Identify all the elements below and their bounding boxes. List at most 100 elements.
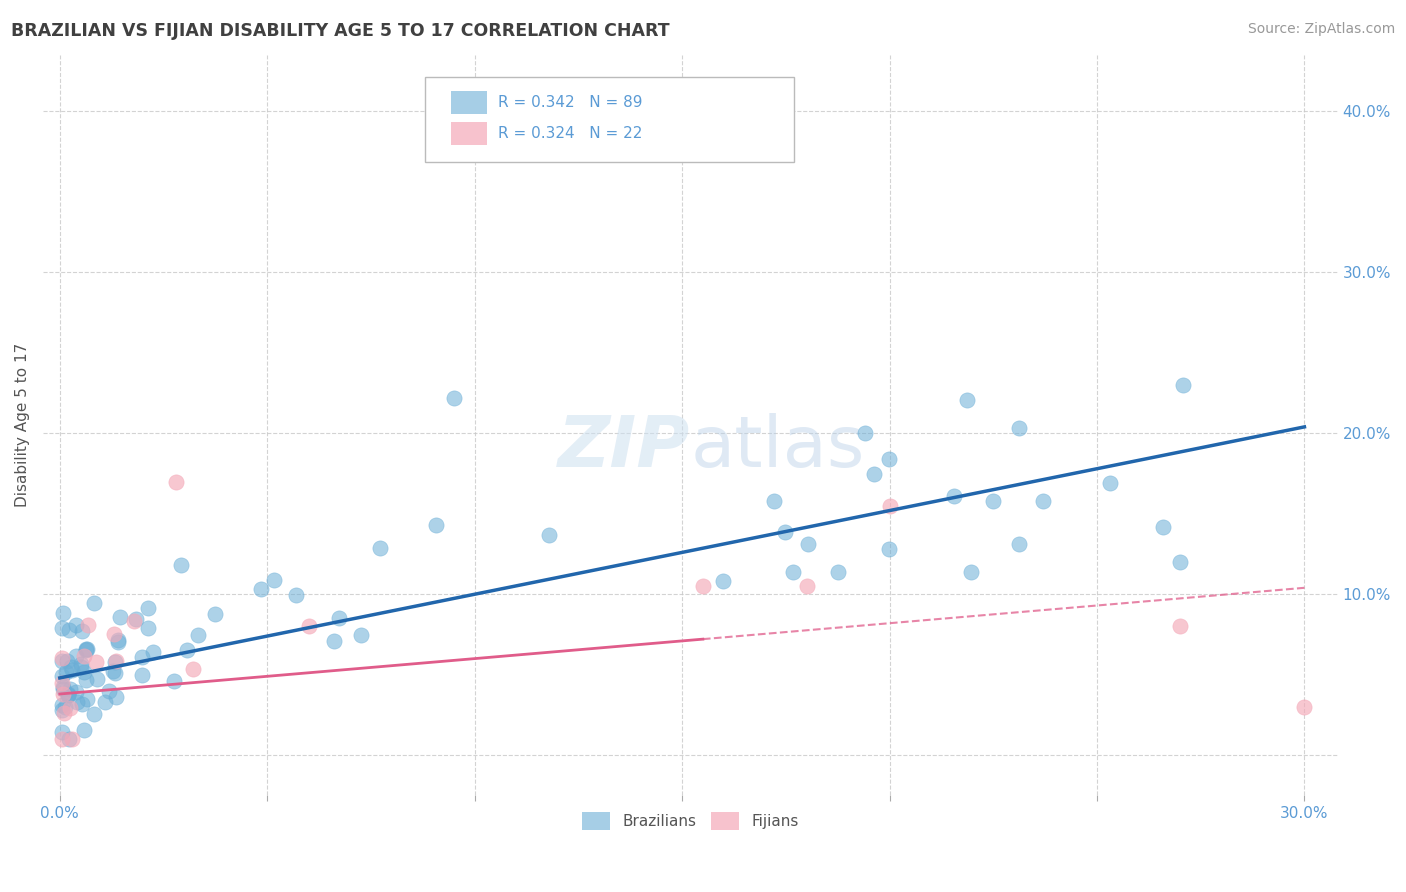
Point: [97, 684, 120, 698]
Point: [425, 518, 447, 533]
Point: [58, 732, 80, 747]
Point: [763, 494, 786, 508]
Point: [86, 672, 108, 686]
Point: [187, 628, 209, 642]
Point: [51, 654, 73, 668]
Point: [537, 527, 560, 541]
Point: [94, 695, 117, 709]
FancyBboxPatch shape: [451, 91, 488, 114]
Point: [692, 579, 714, 593]
FancyBboxPatch shape: [451, 122, 488, 145]
Point: [53, 706, 76, 720]
Point: [65, 618, 87, 632]
Point: [51, 651, 73, 665]
Point: [163, 673, 186, 688]
Point: [1168, 555, 1191, 569]
Point: [56, 654, 79, 668]
Point: [73, 648, 96, 663]
Point: [136, 601, 159, 615]
Point: [350, 628, 373, 642]
Point: [775, 524, 797, 539]
Point: [323, 634, 346, 648]
Point: [204, 607, 226, 621]
Point: [328, 610, 350, 624]
Point: [51, 725, 73, 739]
Point: [103, 665, 125, 680]
Point: [70, 624, 93, 638]
Point: [107, 635, 129, 649]
Point: [131, 650, 153, 665]
Point: [56, 688, 79, 702]
Point: [797, 537, 820, 551]
Point: [60, 663, 83, 677]
Point: [73, 723, 96, 738]
Point: [75, 643, 97, 657]
Point: [879, 499, 901, 513]
Point: [853, 426, 876, 441]
Point: [1152, 520, 1174, 534]
Point: [1098, 476, 1121, 491]
Point: [104, 654, 127, 668]
Point: [59, 681, 82, 696]
Point: [55, 665, 77, 679]
Point: [142, 644, 165, 658]
Point: [51, 621, 73, 635]
Point: [56, 689, 79, 703]
Point: [263, 573, 285, 587]
Point: [65, 685, 87, 699]
Point: [56, 687, 79, 701]
Point: [84, 655, 107, 669]
Point: [862, 467, 884, 481]
Text: ZIP: ZIP: [558, 413, 690, 482]
Point: [59, 700, 82, 714]
Point: [960, 565, 983, 579]
Point: [181, 662, 204, 676]
Point: [285, 589, 308, 603]
Text: R = 0.342   N = 89: R = 0.342 N = 89: [498, 95, 643, 110]
Point: [250, 582, 273, 596]
Point: [73, 665, 96, 679]
Point: [443, 391, 465, 405]
Point: [1173, 378, 1195, 392]
Point: [165, 475, 187, 489]
Point: [51, 669, 73, 683]
Point: [1008, 537, 1031, 551]
Point: [1032, 493, 1054, 508]
Point: [956, 392, 979, 407]
Point: [103, 627, 125, 641]
Point: [51, 676, 73, 690]
Point: [76, 692, 98, 706]
Point: [51, 698, 73, 712]
Point: [83, 707, 105, 722]
Point: [796, 579, 818, 593]
Point: [125, 612, 148, 626]
Point: [53, 699, 76, 714]
Text: Source: ZipAtlas.com: Source: ZipAtlas.com: [1247, 22, 1395, 37]
Point: [1008, 420, 1031, 434]
Point: [136, 621, 159, 635]
Point: [105, 690, 128, 704]
Point: [76, 642, 98, 657]
Point: [782, 566, 804, 580]
Point: [52, 680, 75, 694]
Point: [60, 732, 83, 747]
Point: [83, 596, 105, 610]
Point: [1168, 619, 1191, 633]
Point: [75, 673, 97, 687]
Point: [877, 542, 900, 557]
Point: [170, 558, 193, 573]
Point: [104, 655, 127, 669]
Point: [70, 657, 93, 672]
Point: [176, 643, 198, 657]
Point: [69, 660, 91, 674]
Point: [51, 732, 73, 747]
Point: [1294, 699, 1316, 714]
Point: [65, 648, 87, 663]
Point: [827, 566, 849, 580]
Point: [52, 682, 75, 697]
Point: [122, 614, 145, 628]
Point: [72, 697, 94, 711]
Point: [75, 641, 97, 656]
Point: [370, 541, 392, 556]
Point: [981, 494, 1004, 508]
